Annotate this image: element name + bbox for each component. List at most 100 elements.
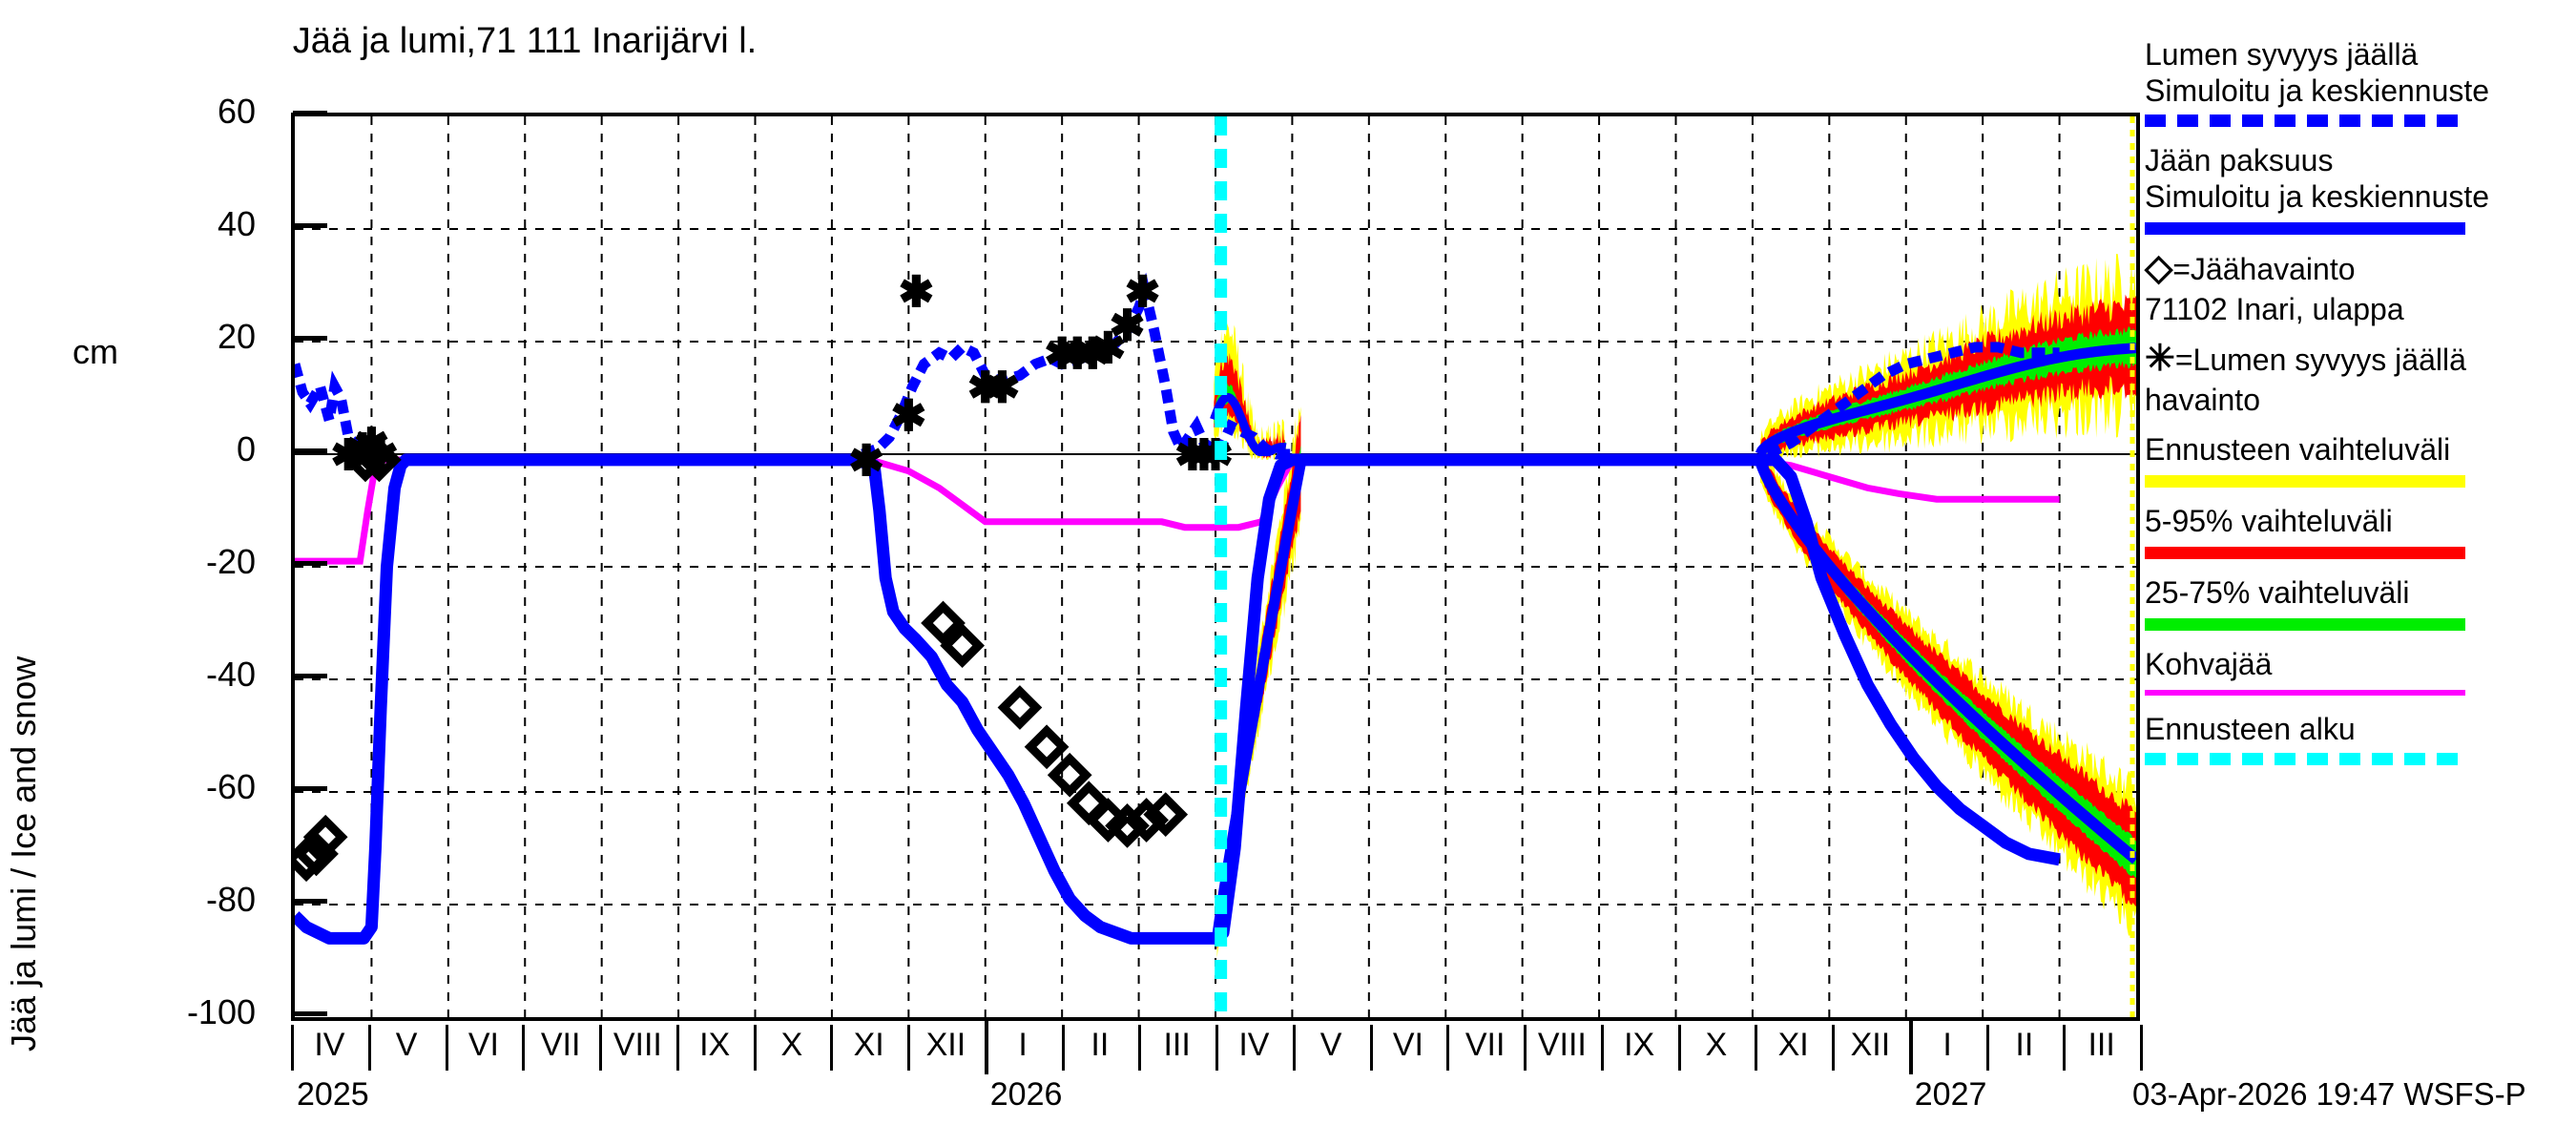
x-tick-label-month: III [2088, 1027, 2115, 1063]
legend-item-range-5-95: 5-95% vaihteluväli [2145, 503, 2576, 559]
snow-observation-marker [1126, 274, 1159, 307]
legend-swatch [2145, 618, 2465, 631]
x-tick-label-month: I [1942, 1027, 1952, 1063]
x-tick-label-month: XI [853, 1027, 884, 1063]
legend-item-kohvajaa: Kohvajää [2145, 646, 2576, 696]
y-tick-mark [293, 786, 327, 791]
ice-mean-forecast-2027 [1755, 458, 2136, 864]
x-tick-label-month: XII [925, 1027, 966, 1063]
x-axis-separator [830, 1025, 834, 1071]
x-axis: IV V VI VII VIII IX X XI XII I II III IV V VI VII VIII IX… [291, 1021, 2143, 1113]
x-tick-label-month: III [1163, 1027, 1191, 1063]
legend-swatch [2145, 753, 2465, 765]
y-tick-mark [293, 674, 327, 678]
x-tick-label-month: X [1705, 1027, 1728, 1063]
x-axis-separator [1524, 1025, 1527, 1071]
forecast-bands [1210, 253, 2136, 958]
snow-depth-line-0 [295, 363, 380, 460]
legend-item-ice-thickness-sim: Jään paksuus Simuloitu ja keskiennuste [2145, 142, 2576, 235]
legend-label: 5-95% vaihteluväli [2145, 504, 2393, 538]
ice-observation-marker [940, 623, 985, 668]
diamond-icon: ◇ [2145, 248, 2173, 288]
y-axis-title-text: Jää ja lumi / Ice and snow [4, 656, 43, 1051]
x-tick-label-month: II [1091, 1027, 1110, 1063]
legend-sublabel: 71102 Inari, ulappa [2145, 292, 2404, 326]
y-tick-mark [293, 336, 327, 341]
x-axis-separator [675, 1025, 679, 1071]
x-axis-separator [1600, 1025, 1604, 1071]
ice-observation-marker [1047, 752, 1092, 798]
legend-sublabel: havainto [2145, 383, 2260, 417]
x-tick-label-month: XII [1850, 1027, 1891, 1063]
ice-observation-marker [1105, 803, 1150, 848]
x-tick-label-month: IV [314, 1027, 345, 1063]
x-axis-separator [984, 1021, 988, 1074]
x-axis-separator [1832, 1025, 1835, 1071]
legend-item-forecast-start: Ennusteen alku [2145, 711, 2576, 765]
legend-label: Ennusteen alku [2145, 712, 2356, 746]
asterisk-icon: ✳ [2145, 339, 2175, 379]
x-axis-separator [1446, 1025, 1450, 1071]
page-title: Jää ja lumi,71 111 Inarijärvi l. [292, 21, 758, 61]
x-axis-separator [445, 1025, 448, 1071]
x-axis-separator [1061, 1025, 1065, 1071]
legend-swatch [2145, 222, 2465, 235]
snow-observation-marker [892, 398, 925, 431]
y-axis-title: Jää ja lumi / Ice and snow [4, 656, 44, 1051]
chart-canvas [295, 116, 2136, 1017]
legend-sublabel: Simuloitu ja keskiennuste [2145, 179, 2490, 214]
legend-label: 25-75% vaihteluväli [2145, 575, 2410, 610]
ice-observation-marker [1024, 724, 1070, 770]
x-tick-label-month: V [1319, 1027, 1342, 1063]
x-axis-separator [1138, 1025, 1142, 1071]
legend-label: Ennusteen vaihteluväli [2145, 432, 2451, 467]
x-tick-label-month: VII [540, 1027, 581, 1063]
ice-observation-marker [302, 814, 348, 860]
footer-timestamp: 03-Apr-2026 19:47 WSFS-P [2132, 1076, 2526, 1112]
x-axis-separator [599, 1025, 602, 1071]
y-tick-mark [293, 561, 327, 566]
ice-observation-marker [1143, 792, 1189, 837]
legend-label: =Lumen syvyys jäällä [2174, 343, 2466, 377]
y-tick-label: 20 [217, 317, 256, 356]
x-tick-label-month: IX [699, 1027, 731, 1063]
x-tick-label-month: IV [1238, 1027, 1270, 1063]
legend-item-snow-observation: ✳=Lumen syvyys jäällä havainto [2145, 341, 2576, 418]
x-axis-separator [1292, 1025, 1296, 1071]
legend-swatch [2145, 114, 2465, 127]
y-tick-label: -20 [205, 542, 256, 581]
snow-observation-marker [850, 443, 883, 476]
x-axis-separator [291, 1025, 294, 1071]
x-axis-separator [1215, 1025, 1218, 1071]
snow-observation-marker [364, 438, 398, 470]
x-axis-separator [2140, 1025, 2143, 1071]
ice-observation-marker [921, 600, 966, 646]
legend-swatch [2145, 690, 2465, 696]
snow-depth-line-2 [1765, 342, 2060, 459]
range-5-95-snow-2026 [1214, 352, 1286, 459]
y-tick-label: -60 [205, 767, 256, 806]
y-tick-mark [293, 448, 327, 453]
legend-label: Kohvajää [2145, 647, 2273, 681]
legend-item-forecast-range: Ennusteen vaihteluväli [2145, 431, 2576, 488]
chart-plot-area [291, 113, 2140, 1021]
y-tick-label: 0 [236, 429, 256, 468]
x-tick-label-month: X [780, 1027, 803, 1063]
snow-observation-marker [986, 370, 1019, 404]
x-axis-separator [1677, 1025, 1681, 1071]
x-axis-separator [367, 1025, 371, 1071]
chart-legend: Lumen syvyys jäällä Simuloitu ja keskienn… [2145, 36, 2576, 781]
snow-observation-marker [1091, 330, 1125, 364]
y-tick-label: -40 [205, 655, 256, 694]
x-tick-label-month: V [395, 1027, 418, 1063]
y-tick-label: -100 [186, 992, 256, 1031]
legend-label: =Jäähavainto [2172, 252, 2356, 286]
y-axis-unit-text: cm [73, 332, 118, 371]
x-axis-year-label: 2027 [1914, 1076, 1987, 1113]
legend-item-snow-depth-sim: Lumen syvyys jäällä Simuloitu ja keskienn… [2145, 36, 2576, 127]
x-tick-label-month: VII [1465, 1027, 1506, 1063]
legend-item-ice-observation: ◇=Jäähavainto 71102 Inari, ulappa [2145, 250, 2576, 327]
x-axis-year-label: 2026 [989, 1076, 1063, 1113]
snow-observation-marker [1111, 308, 1144, 342]
y-tick-mark [293, 111, 327, 115]
